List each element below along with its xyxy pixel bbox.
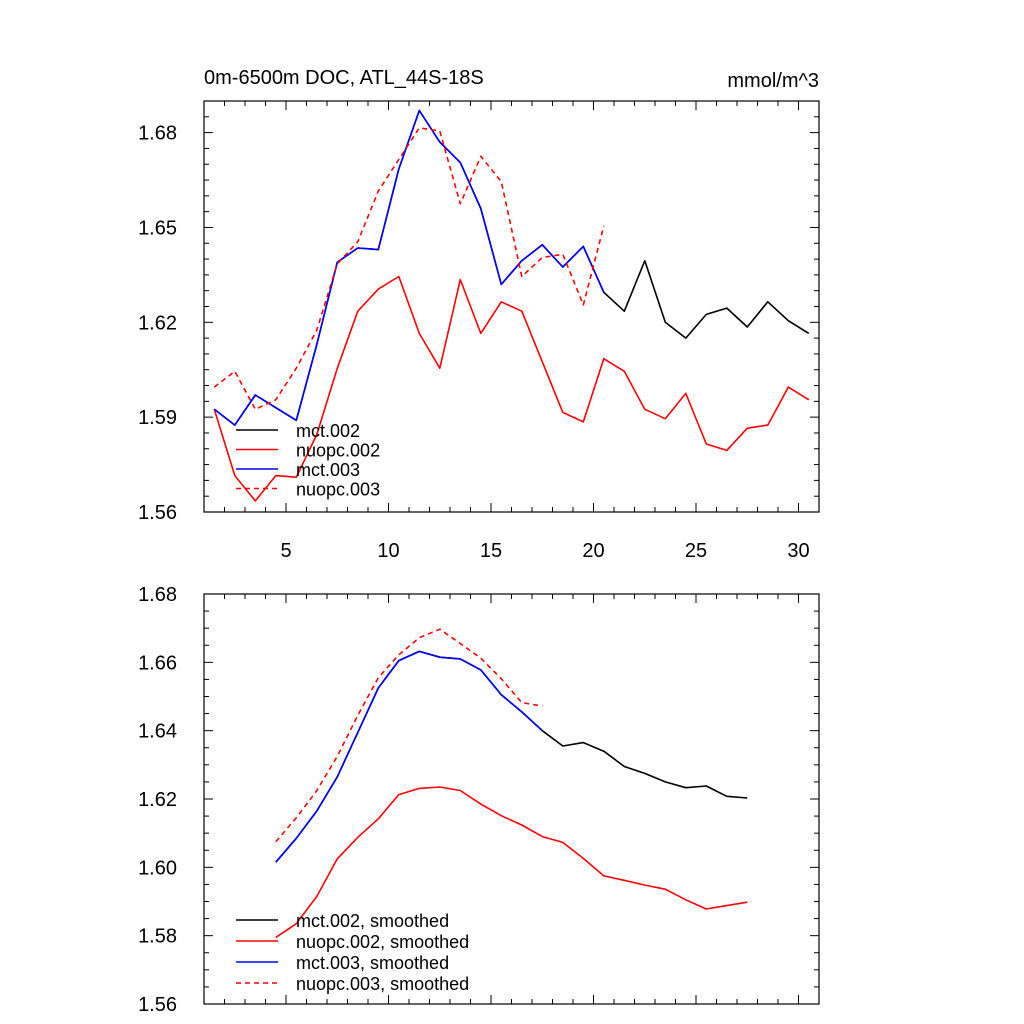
legend-label: mct.002 <box>296 421 360 441</box>
y-tick-label: 1.59 <box>138 407 177 429</box>
y-tick-label: 1.66 <box>138 652 177 674</box>
y-tick-label: 1.56 <box>138 502 177 524</box>
x-tick-label: 20 <box>582 540 604 562</box>
x-tick-label: 5 <box>280 540 291 562</box>
x-tick-label: 15 <box>480 540 502 562</box>
x-tick-label: 30 <box>787 540 809 562</box>
legend-label: nuopc.002 <box>296 441 380 461</box>
series-line-nuopc-003-smoothed <box>275 628 543 843</box>
y-tick-label: 1.62 <box>138 312 177 334</box>
chart-panel-top: 0m-6500m DOC, ATL_44S-18S mmol/m^3 5 10 15… <box>138 67 820 562</box>
chart-panel-bottom: 1.56 1.58 1.60 1.62 1.64 1.66 1.68 mct.002, sm… <box>138 584 820 1016</box>
legend-label: nuopc.002, smoothed <box>296 932 469 952</box>
legend-label: nuopc.003 <box>296 480 380 500</box>
series-line-nuopc-002-smoothed <box>275 786 748 939</box>
chart-units-label: mmol/m^3 <box>727 70 819 92</box>
series-line-mct-002 <box>213 109 810 426</box>
chart-title-left: 0m-6500m DOC, ATL_44S-18S <box>204 67 484 89</box>
legend-label: mct.003 <box>296 460 360 480</box>
y-tick-label: 1.68 <box>138 584 177 606</box>
x-tick-label: 10 <box>377 540 399 562</box>
series-line-mct-003-smoothed <box>275 650 543 863</box>
y-tick-label: 1.58 <box>138 926 177 948</box>
series-line-nuopc-002 <box>213 275 810 502</box>
y-tick-label: 1.65 <box>138 217 177 239</box>
series-line-mct-003 <box>213 109 605 426</box>
series-line-nuopc-003 <box>213 127 605 411</box>
legend-label: mct.002, smoothed <box>296 911 449 931</box>
y-tick-label: 1.62 <box>138 789 177 811</box>
y-tick-label: 1.56 <box>138 994 177 1016</box>
y-tick-label: 1.68 <box>138 123 177 145</box>
legend-label: mct.003, smoothed <box>296 953 449 973</box>
y-tick-label: 1.64 <box>138 721 177 743</box>
x-tick-label: 25 <box>685 540 707 562</box>
y-tick-label: 1.60 <box>138 857 177 879</box>
legend-label: nuopc.003, smoothed <box>296 974 469 994</box>
